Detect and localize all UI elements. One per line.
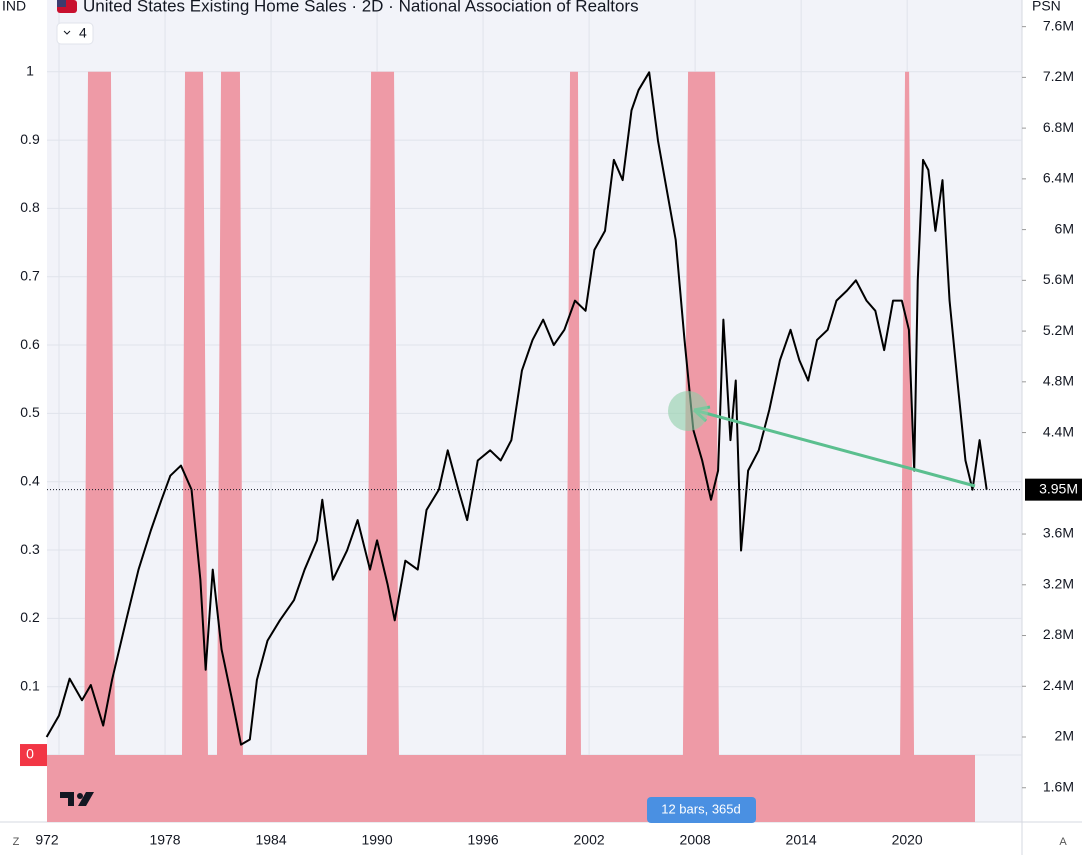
y-tick-label: 0.9 (20, 131, 40, 147)
y-tick-label: 0.3 (20, 541, 40, 557)
y-tick-label: 0 (26, 746, 34, 762)
y-tick-label: 0.8 (20, 199, 40, 215)
y-tick-highlight (20, 744, 47, 767)
flag-icon (57, 0, 77, 13)
y2-tick-label: 6.8M (1043, 119, 1074, 135)
x-tick-label: 2008 (680, 832, 711, 848)
y-tick-label: 0.1 (20, 677, 40, 693)
last-value-label: 3.95M (1039, 480, 1078, 496)
collapse-count[interactable]: 4 (79, 25, 87, 41)
badge (647, 797, 756, 823)
chart-title: United States Existing Home Sales · 2D ·… (83, 0, 639, 15)
y2-tick-label: 3.6M (1043, 525, 1074, 541)
left-axis-name: IND (2, 0, 26, 14)
x-tick-label: 2014 (786, 832, 817, 848)
y-tick-label: 0.5 (20, 404, 40, 420)
x-tick-label: 2002 (574, 832, 605, 848)
line-series (45, 71, 988, 746)
chevron (63, 30, 71, 35)
y2-tick-label: 6.4M (1043, 170, 1074, 186)
y2-tick-label: 2.4M (1043, 677, 1074, 693)
y2-tick-label: 2M (1055, 728, 1074, 744)
x-tick-label: 2020 (892, 832, 923, 848)
x-tick-label: 1990 (361, 832, 392, 848)
corner-label[interactable]: A (1059, 836, 1067, 848)
y2-tick-label: 4.4M (1043, 423, 1074, 439)
y2-tick-label: 7.6M (1043, 17, 1074, 33)
x-tick-label: 1978 (149, 832, 180, 848)
marks (45, 71, 1022, 823)
y2-tick-label: 6M (1055, 220, 1074, 236)
x-tick-label: 1996 (468, 832, 499, 848)
x-tick-label: 1984 (255, 832, 286, 848)
labels: 972 1978 1984 1990 1996 2002 2008 2014 2020 0 0.1 0… (20, 17, 1082, 848)
y-tick-label: 0.7 (20, 267, 40, 283)
recession-area (47, 71, 975, 823)
y2-tick-label: 4.8M (1043, 373, 1074, 389)
logo (60, 792, 94, 806)
right-axis-name: PSN (1032, 0, 1061, 14)
plot-area (47, 0, 1022, 822)
arrow-drawing (668, 391, 976, 488)
y-tick-label: 0.4 (20, 472, 40, 488)
y2-tick-label: 2.8M (1043, 626, 1074, 642)
y2-tick-label: 7.2M (1043, 68, 1074, 84)
collapse-button[interactable] (56, 22, 94, 45)
y-tick-label: 0.6 (20, 336, 40, 352)
y2-tick-label: 5.2M (1043, 322, 1074, 338)
corner-button[interactable] (5, 830, 27, 852)
x-tick-label: 972 (35, 832, 59, 848)
y-tick-label: 0.2 (20, 609, 40, 625)
corner-label[interactable]: Z (13, 836, 20, 848)
y-tick-label: 1 (26, 62, 34, 78)
y2-tick-label: 3.2M (1043, 575, 1074, 591)
last-value-box (1025, 478, 1082, 501)
badge-text: 12 bars, 365d (661, 801, 741, 816)
y2-tick-label: 5.6M (1043, 271, 1074, 287)
y2-tick-label: 1.6M (1043, 778, 1074, 794)
